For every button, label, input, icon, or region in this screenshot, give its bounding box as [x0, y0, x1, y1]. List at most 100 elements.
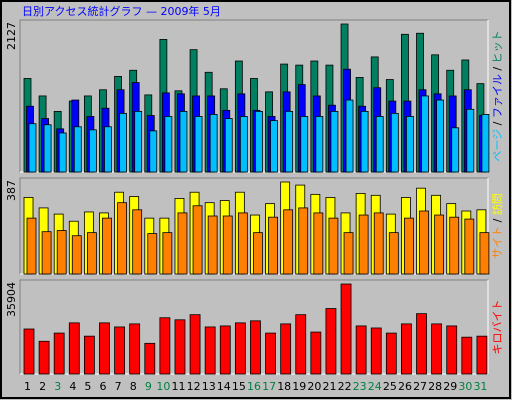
- bar: [194, 116, 203, 173]
- bar: [174, 319, 186, 375]
- legend-entry: ヒット: [491, 30, 504, 63]
- bar: [234, 322, 246, 375]
- bar: [315, 116, 324, 173]
- legend-separator: /: [491, 118, 504, 129]
- bar: [134, 110, 143, 173]
- bar: [285, 110, 294, 173]
- bar: [56, 230, 67, 275]
- bar: [222, 215, 233, 275]
- bar: [58, 132, 67, 173]
- bar: [119, 113, 127, 173]
- legend-entry: サイト: [491, 226, 504, 259]
- x-tick-label: 26: [398, 380, 412, 393]
- x-tick-label: 2: [39, 380, 46, 393]
- bar: [295, 314, 307, 375]
- legend-entry: 訪問: [490, 193, 504, 215]
- bar: [446, 325, 458, 375]
- bar: [102, 217, 112, 275]
- x-tick-label: 16: [247, 380, 261, 393]
- legend: サイト / 訪問: [490, 193, 504, 259]
- bar: [207, 215, 218, 275]
- bar: [431, 323, 443, 375]
- bar: [189, 314, 201, 375]
- x-tick-label: 1: [24, 380, 31, 393]
- bar: [147, 233, 158, 275]
- legend-entry: ファイル: [491, 74, 504, 118]
- bar: [419, 210, 429, 275]
- bar: [345, 99, 354, 173]
- y-axis-max: 2127: [5, 22, 18, 50]
- x-tick-label: 24: [368, 380, 382, 393]
- bar: [436, 99, 445, 173]
- bar: [401, 323, 412, 375]
- x-tick-label: 18: [277, 380, 291, 393]
- bar: [476, 335, 488, 375]
- bar: [385, 332, 397, 375]
- y-axis-max: 387: [5, 180, 18, 201]
- chart-title: 日別アクセス統計グラフ — 2009年 5月: [22, 4, 221, 18]
- bar: [268, 216, 278, 275]
- bar: [298, 207, 309, 275]
- bar: [177, 212, 188, 275]
- bar: [370, 327, 382, 375]
- bar: [73, 126, 82, 173]
- bar: [149, 130, 158, 173]
- x-tick-label: 13: [202, 380, 216, 393]
- bar: [270, 120, 278, 173]
- bar: [104, 126, 112, 173]
- bar: [404, 217, 414, 275]
- x-tick-label: 3: [54, 380, 61, 393]
- bar: [449, 216, 460, 275]
- legend-separator: /: [491, 63, 504, 74]
- x-tick-label: 14: [217, 380, 231, 393]
- x-tick-label: 4: [69, 380, 76, 393]
- bar: [26, 217, 37, 275]
- x-tick-label: 5: [84, 380, 91, 393]
- bar: [38, 340, 50, 375]
- bar: [451, 127, 460, 173]
- bar: [192, 205, 203, 275]
- bar: [204, 326, 216, 375]
- x-tick-label: 20: [307, 380, 321, 393]
- bar: [144, 342, 156, 375]
- bar: [114, 326, 125, 375]
- legend: キロバイト: [491, 300, 504, 355]
- bar: [209, 114, 218, 173]
- x-tick-label: 25: [383, 380, 397, 393]
- bar: [390, 113, 399, 173]
- bar: [237, 212, 248, 275]
- x-tick-label: 28: [428, 380, 442, 393]
- bar: [464, 218, 475, 275]
- bar: [164, 116, 173, 173]
- legend-separator: /: [491, 215, 504, 226]
- bar: [328, 217, 339, 275]
- x-tick-label: 12: [187, 380, 201, 393]
- bar: [83, 335, 95, 375]
- bar: [280, 323, 292, 375]
- legend-entry: ページ: [491, 129, 504, 162]
- x-tick-label: 27: [413, 380, 427, 393]
- bar: [250, 320, 261, 375]
- legend-entry: キロバイト: [491, 300, 504, 355]
- bar: [479, 232, 490, 275]
- bar: [159, 317, 171, 375]
- bar: [375, 116, 384, 173]
- bar: [43, 124, 52, 173]
- legend: ページ / ファイル / ヒット: [491, 30, 504, 161]
- bar: [373, 212, 384, 275]
- bar: [340, 283, 352, 375]
- x-tick-label: 6: [100, 380, 107, 393]
- bar: [406, 116, 414, 173]
- bar: [481, 114, 490, 173]
- bar: [28, 123, 37, 173]
- bar: [255, 110, 263, 173]
- x-tick-label: 23: [353, 380, 367, 393]
- bar: [219, 325, 231, 375]
- bar: [283, 209, 294, 275]
- bar: [388, 232, 399, 275]
- bar: [68, 322, 80, 375]
- bar: [239, 116, 248, 173]
- bar: [253, 232, 263, 275]
